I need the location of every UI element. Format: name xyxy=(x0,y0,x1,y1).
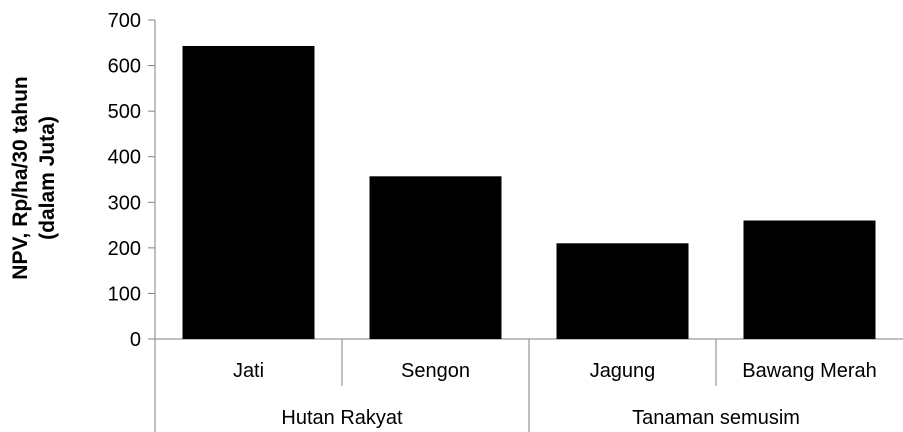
y-axis-ticks: 0 100 200 300 400 500 600 700 xyxy=(108,10,155,351)
y-tick-label: 0 xyxy=(130,329,141,351)
y-tick-label: 600 xyxy=(108,56,141,78)
y-axis-title-line-2: (dalam Juta) xyxy=(36,116,59,240)
bar xyxy=(743,220,876,339)
y-tick-label: 500 xyxy=(108,101,141,123)
bar xyxy=(182,45,315,340)
y-tick-label: 200 xyxy=(108,238,141,260)
bar xyxy=(369,176,502,339)
y-axis-title: NPV, Rp/ha/30 tahun (dalam Juta) xyxy=(9,76,59,279)
group-labels: Hutan Rakyat Tanaman semusim xyxy=(281,407,800,429)
x-category-label: Jagung xyxy=(590,360,656,382)
y-tick-label: 300 xyxy=(108,192,141,214)
x-category-label: Bawang Merah xyxy=(742,360,877,382)
x-group-label: Tanaman semusim xyxy=(632,407,800,429)
y-tick-label: 100 xyxy=(108,283,141,305)
y-tick-label: 400 xyxy=(108,147,141,169)
bars xyxy=(182,45,876,340)
x-category-label: Jati xyxy=(233,360,264,382)
x-group-label: Hutan Rakyat xyxy=(281,407,403,429)
y-axis-title-line-1: NPV, Rp/ha/30 tahun xyxy=(9,76,32,279)
bar xyxy=(556,243,689,339)
y-tick-label: 700 xyxy=(108,10,141,32)
category-labels: Jati Sengon Jagung Bawang Merah xyxy=(233,360,877,382)
x-category-label: Sengon xyxy=(401,360,470,382)
